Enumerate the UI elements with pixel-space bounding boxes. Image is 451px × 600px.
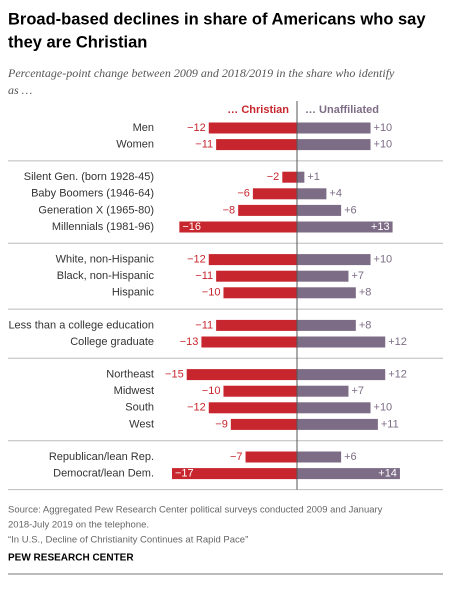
bar [297, 270, 349, 282]
value-label: +12 [388, 336, 407, 348]
bar [297, 204, 342, 216]
value-label: +12 [388, 369, 407, 381]
category-label: College graduate [70, 336, 154, 348]
source: “In U.S., Decline of Christianity Contin… [8, 535, 248, 546]
bar [216, 319, 297, 331]
bar [216, 270, 297, 282]
bar [179, 221, 297, 233]
bar [201, 336, 297, 348]
value-label: +10 [374, 402, 393, 414]
category-label: Women [116, 139, 154, 151]
value-label: +6 [344, 451, 357, 463]
value-label: +8 [359, 287, 372, 299]
value-label: +14 [378, 468, 397, 480]
value-label: +10 [374, 122, 393, 134]
value-label: −12 [187, 402, 206, 414]
category-label: Northeast [106, 369, 154, 381]
bar [223, 287, 297, 299]
bar [297, 385, 349, 397]
bar [297, 171, 305, 183]
value-label: +10 [374, 254, 393, 266]
chart-title: Broad-based declines in share of America… [8, 10, 426, 28]
value-label: −6 [237, 188, 250, 200]
value-label: −12 [187, 122, 206, 134]
bar [297, 319, 356, 331]
value-label: +4 [329, 188, 342, 200]
bar [297, 369, 386, 381]
bar [282, 171, 297, 183]
category-label: Democrat/lean Dem. [53, 468, 154, 480]
bar [186, 369, 297, 381]
bar [216, 139, 297, 151]
bar [230, 418, 297, 430]
category-label: Hispanic [112, 287, 155, 299]
legend-label: … Unaffiliated [305, 104, 379, 116]
value-label: −16 [182, 221, 201, 233]
bar [297, 188, 327, 200]
value-label: −13 [180, 336, 199, 348]
source: Source: Aggregated Pew Research Center p… [8, 505, 383, 516]
value-label: −11 [195, 319, 213, 331]
category-label: Black, non-Hispanic [57, 270, 155, 282]
legend-label: … Christian [227, 104, 289, 116]
value-label: −8 [223, 204, 236, 216]
value-label: −11 [195, 270, 213, 282]
bar [208, 254, 297, 266]
bar [297, 402, 371, 414]
subtitle: as … [8, 83, 32, 97]
value-label: +13 [371, 221, 390, 233]
category-label: Republican/lean Rep. [49, 451, 154, 463]
category-label: Baby Boomers (1946-64) [31, 188, 154, 200]
category-label: West [129, 418, 154, 430]
bar [172, 468, 297, 480]
value-label: +10 [374, 139, 393, 151]
value-label: −7 [230, 451, 243, 463]
bar [297, 139, 371, 151]
value-label: +8 [359, 319, 372, 331]
bar [297, 254, 371, 266]
chart-title: they are Christian [8, 33, 147, 51]
category-label: Millennials (1981-96) [52, 221, 154, 233]
bar [245, 451, 297, 463]
value-label: +11 [381, 418, 399, 430]
category-label: Generation X (1965-80) [38, 204, 154, 216]
bar [297, 221, 393, 233]
category-label: Men [133, 122, 154, 134]
value-label: −10 [202, 385, 221, 397]
value-label: −15 [165, 369, 184, 381]
value-label: +7 [351, 270, 364, 282]
category-label: South [125, 402, 154, 414]
bar [208, 402, 297, 414]
value-label: −17 [175, 468, 194, 480]
value-label: +7 [351, 385, 364, 397]
bar [238, 204, 297, 216]
bar [252, 188, 297, 200]
bar [297, 451, 342, 463]
category-label: Silent Gen. (born 1928-45) [24, 171, 154, 183]
value-label: +6 [344, 204, 357, 216]
bar [297, 468, 400, 480]
bar [297, 287, 356, 299]
category-label: Less than a college education [8, 319, 154, 331]
category-label: White, non-Hispanic [56, 254, 155, 266]
bar [208, 122, 297, 134]
credit: PEW RESEARCH CENTER [8, 553, 134, 564]
value-label: −9 [215, 418, 228, 430]
source: 2018-July 2019 on the telephone. [8, 520, 149, 531]
category-label: Midwest [114, 385, 154, 397]
bar [297, 122, 371, 134]
value-label: −12 [187, 254, 206, 266]
bar [297, 418, 378, 430]
bar [223, 385, 297, 397]
subtitle: Percentage-point change between 2009 and… [7, 66, 395, 80]
value-label: −11 [195, 139, 213, 151]
value-label: −10 [202, 287, 221, 299]
bar [297, 336, 386, 348]
value-label: −2 [267, 171, 280, 183]
value-label: +1 [307, 171, 320, 183]
